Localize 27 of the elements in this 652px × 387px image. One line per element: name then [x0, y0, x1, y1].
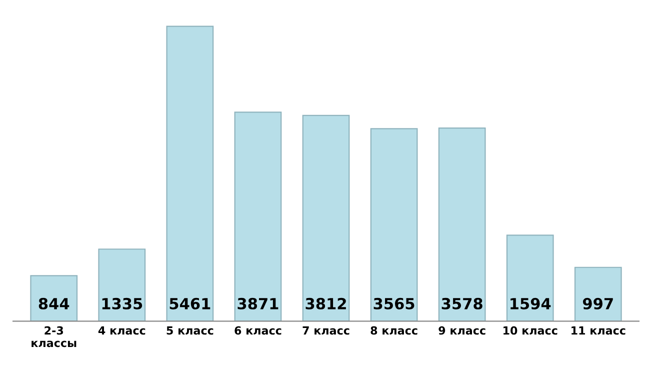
data-label: 844 [38, 298, 70, 310]
data-label: 3871 [238, 298, 278, 310]
bar [166, 26, 214, 322]
x-tick-label: 6 класс [234, 326, 282, 335]
bar [370, 128, 418, 322]
data-label: 1594 [510, 298, 551, 310]
bar [506, 234, 554, 322]
x-tick-label: 4 класс [98, 326, 146, 335]
x-tick-label: 2-3 классы [32, 326, 76, 348]
x-tick-label: 11 класс [572, 326, 626, 335]
bar [438, 127, 486, 322]
data-label: 1335 [102, 298, 142, 310]
bar [98, 248, 146, 322]
x-tick-label: 5 класс [166, 326, 214, 335]
bar [574, 266, 622, 322]
bar [234, 112, 282, 322]
x-tick-label: 9 класс [438, 326, 486, 335]
bar [30, 275, 78, 322]
bar [302, 114, 350, 322]
data-label: 997 [582, 298, 613, 310]
data-label: 3578 [442, 298, 482, 310]
x-tick-label: 8 класс [370, 326, 418, 335]
x-tick-label: 7 класс [302, 326, 350, 335]
data-label: 3812 [306, 298, 346, 310]
data-label: 5461 [170, 298, 210, 310]
data-label: 3565 [374, 298, 414, 310]
x-tick-label: 10 класс [504, 326, 558, 335]
